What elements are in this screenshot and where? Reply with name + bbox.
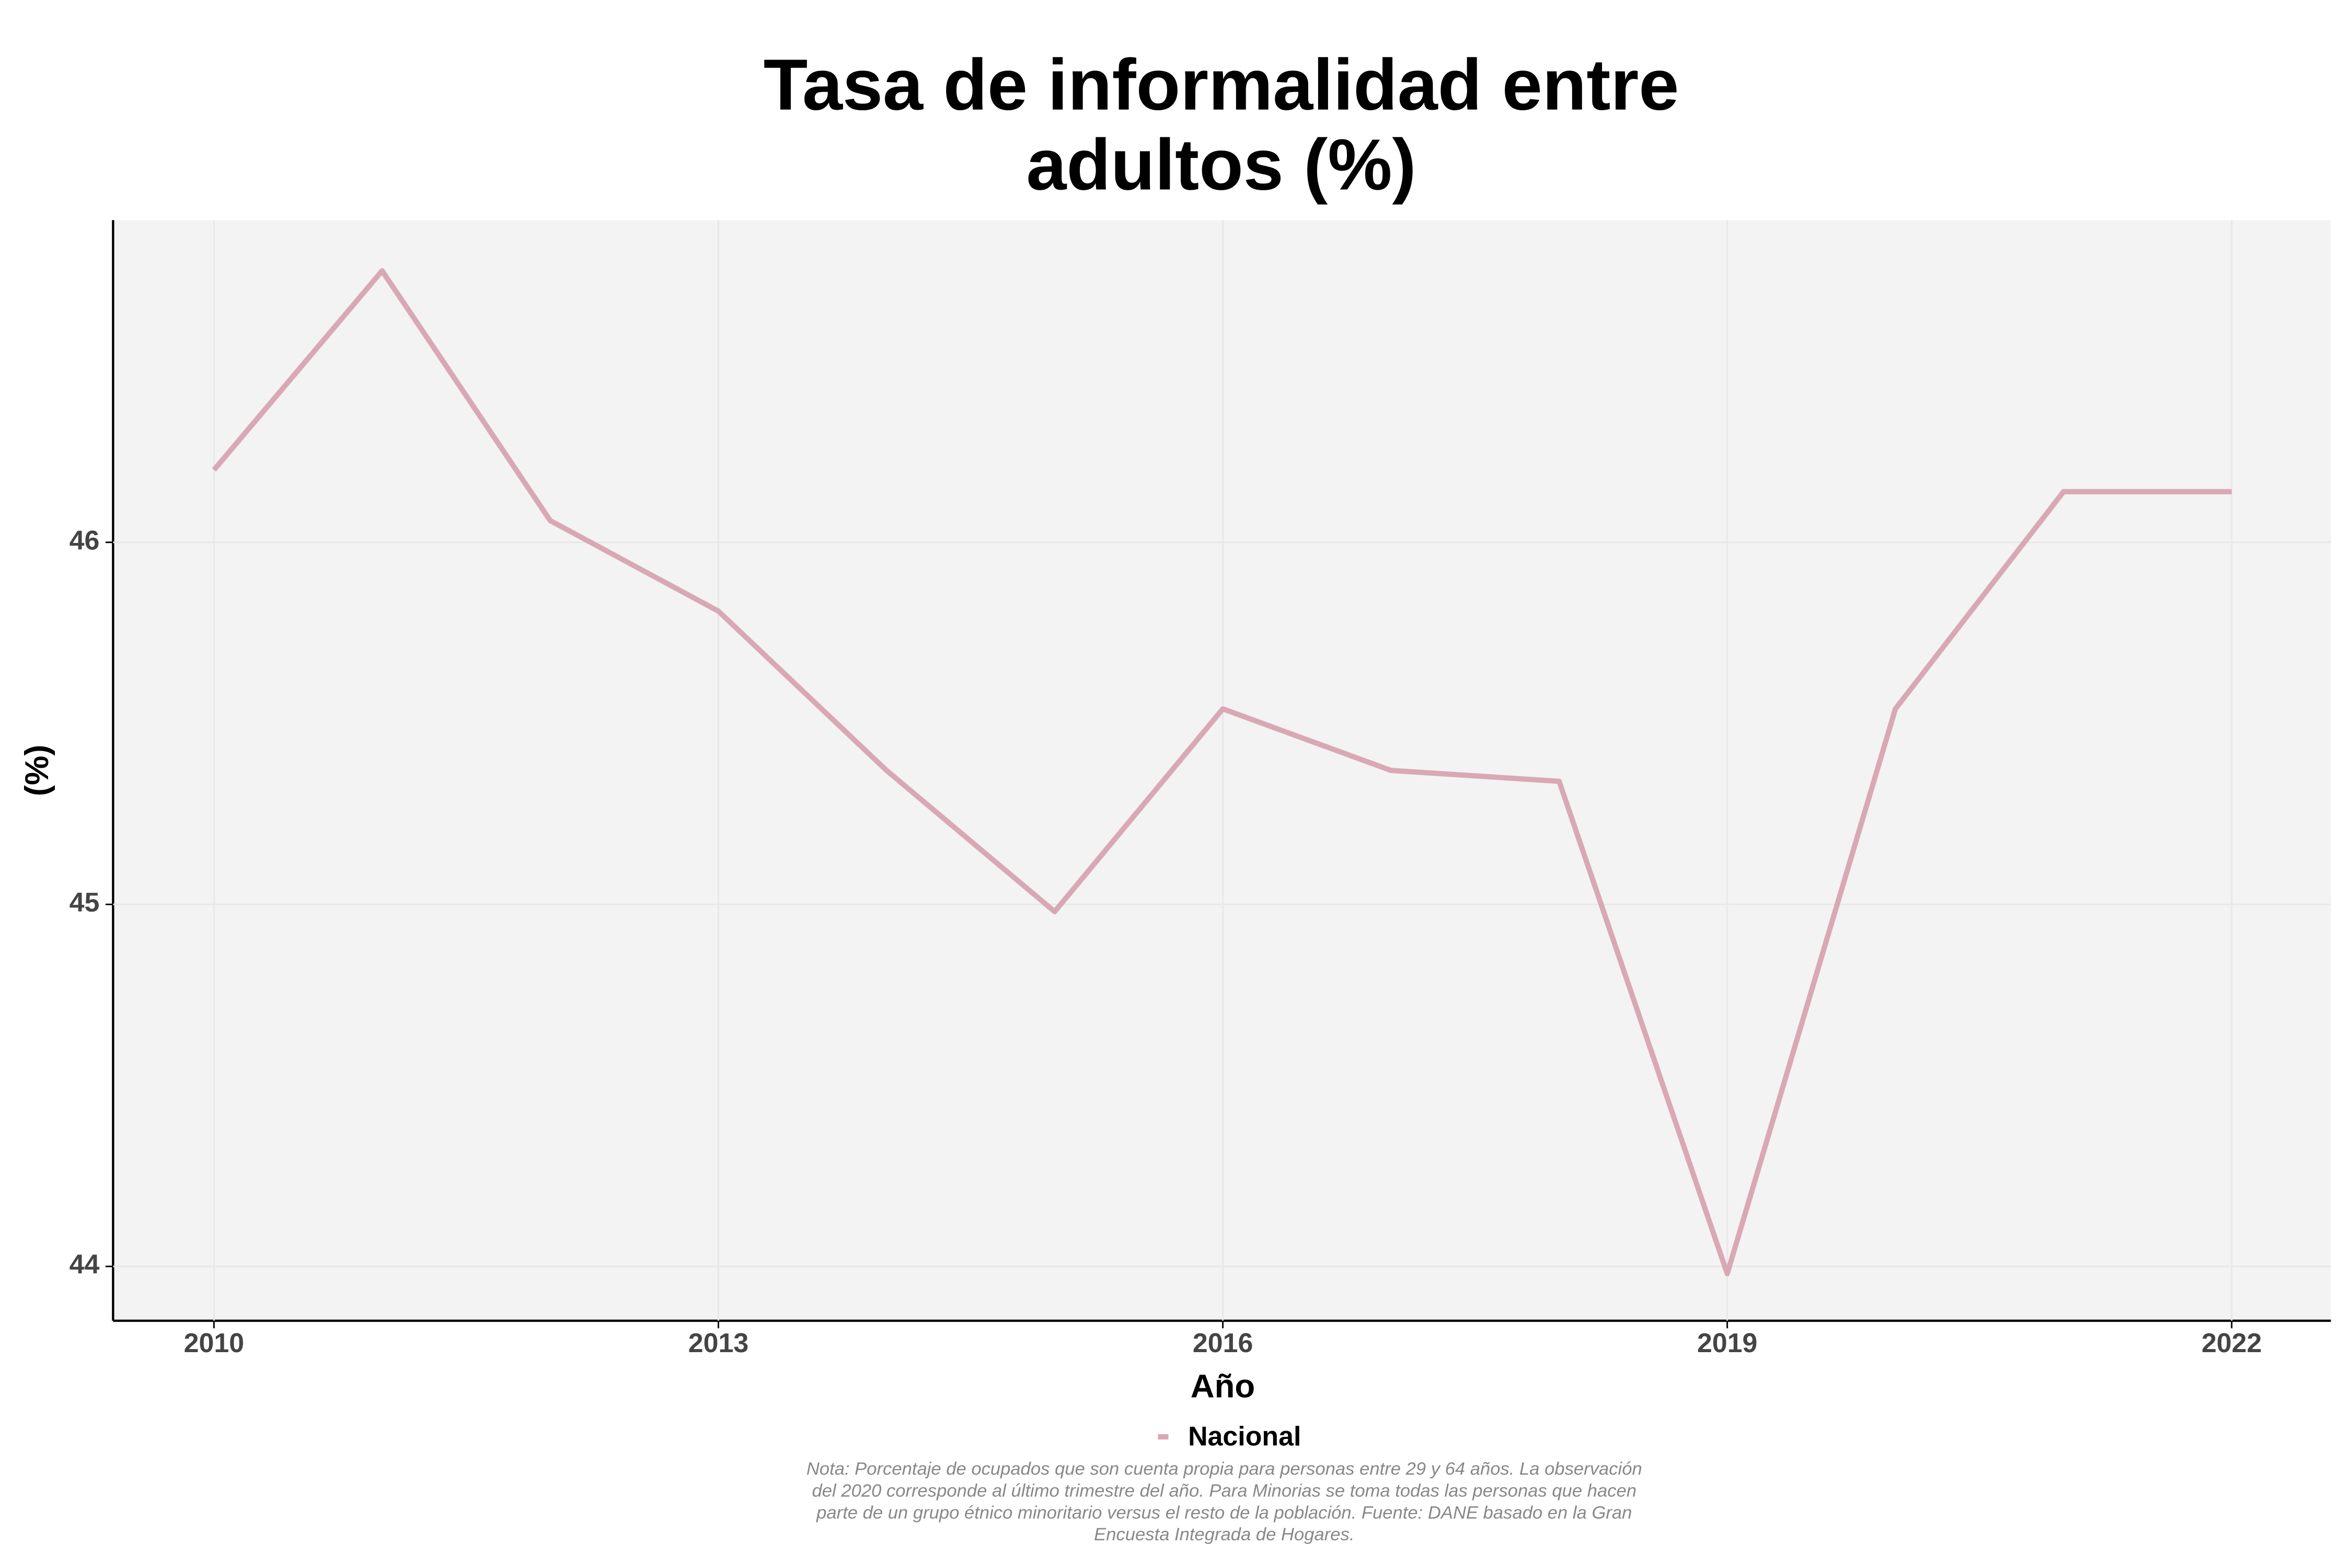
note: Encuesta Integrada de Hogares. — [1094, 1525, 1354, 1544]
y-tick-label: 45 — [70, 887, 100, 918]
y-tick-label: 44 — [70, 1250, 100, 1280]
line-series — [212, 268, 2232, 1276]
x-tick-label: 2013 — [688, 1328, 748, 1358]
x-tick-label: 2010 — [184, 1328, 244, 1358]
x-tick-label: 2019 — [1697, 1328, 1757, 1358]
y-tick-label: 46 — [70, 525, 100, 556]
x-tick-label: 2016 — [1193, 1328, 1253, 1358]
legend-label: Nacional — [1188, 1422, 1301, 1452]
x-axis-label: Año — [1191, 1368, 1255, 1404]
plot-panel — [113, 220, 2331, 1321]
y-axis-label: (%) — [19, 745, 55, 797]
note: Nota: Porcentaje de ocupados que son cue… — [806, 1459, 1642, 1479]
chart-title: adultos (%) — [1026, 125, 1416, 205]
note: del 2020 corresponde al último trimestre… — [812, 1481, 1637, 1501]
chart-title: Tasa de informalidad entre — [764, 45, 1679, 125]
note: parte de un grupo étnico minoritario ver… — [816, 1503, 1632, 1523]
x-tick-label: 2022 — [2201, 1328, 2262, 1358]
